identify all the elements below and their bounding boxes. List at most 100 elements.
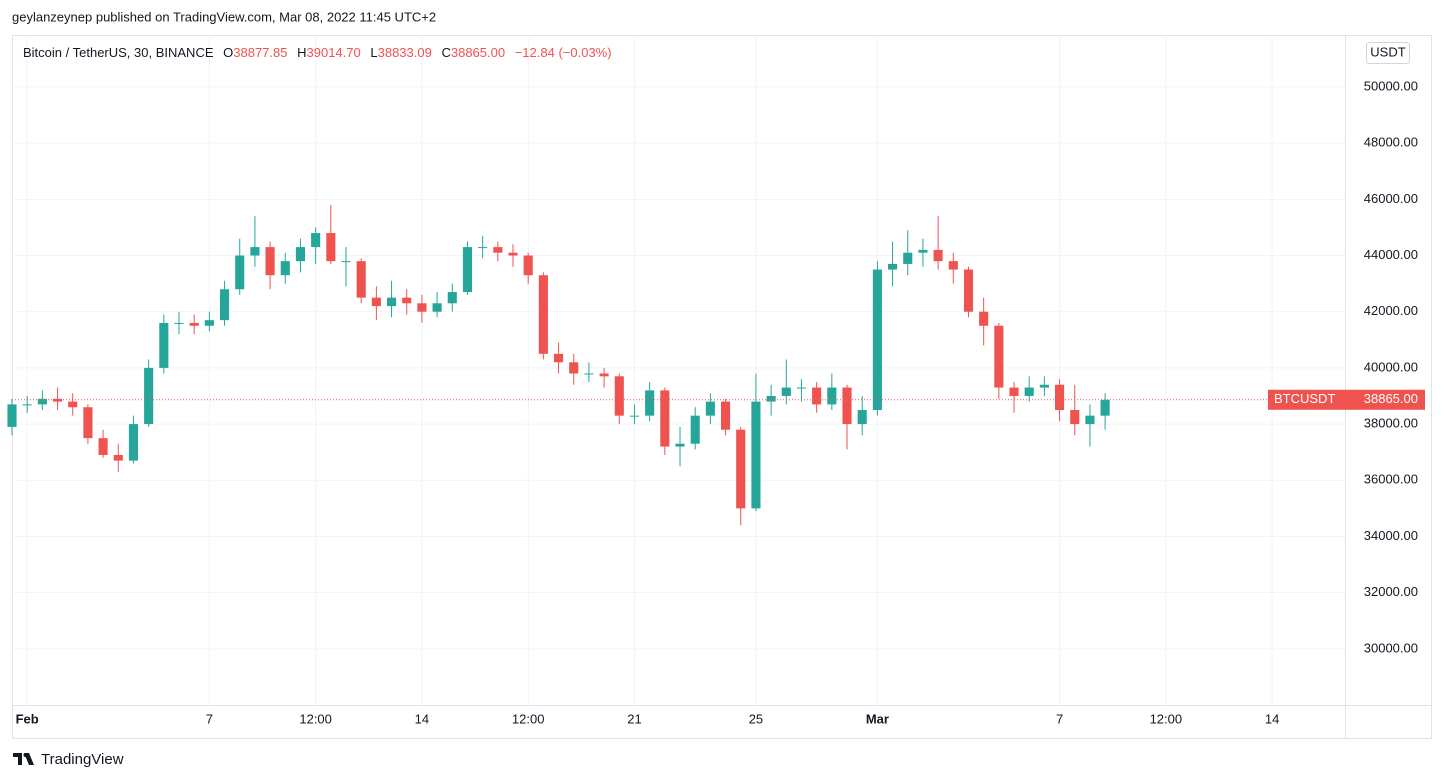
- candle-body: [1070, 410, 1080, 425]
- candle-body: [493, 247, 503, 253]
- candle-body: [37, 398, 47, 405]
- legend-c-label: C: [441, 45, 450, 60]
- candle-body: [645, 390, 655, 416]
- last-price-tag: [1268, 389, 1425, 410]
- legend-o-label: O: [223, 45, 233, 60]
- candle-body: [250, 247, 260, 256]
- y-tick-label: 42000.00: [1364, 303, 1418, 318]
- candle-body: [523, 255, 533, 276]
- candle-body: [629, 415, 640, 417]
- legend-close: 38865.00: [451, 45, 505, 60]
- candle-body: [98, 438, 108, 455]
- candle-body: [326, 233, 336, 262]
- last-price-label: 38865.00: [1364, 391, 1418, 406]
- candle-body: [554, 353, 564, 363]
- candle-body: [751, 401, 761, 509]
- candle-body: [781, 387, 791, 396]
- legend-h-label: H: [297, 45, 306, 60]
- candle-body: [7, 404, 17, 427]
- legend: Bitcoin / TetherUS, 30, BINANCE O38877.8…: [23, 45, 612, 60]
- candle-body: [872, 269, 882, 411]
- candle-body: [447, 292, 457, 304]
- currency-label[interactable]: USDT: [1370, 44, 1405, 59]
- candle-body: [341, 261, 351, 263]
- symbol-title: Bitcoin / TetherUS, 30, BINANCE: [23, 45, 214, 60]
- candle-body: [963, 269, 974, 312]
- candle-body: [857, 410, 867, 425]
- candle-body: [159, 322, 169, 368]
- y-tick-label: 34000.00: [1364, 528, 1418, 543]
- candle-body: [1055, 384, 1065, 411]
- candle-body: [675, 443, 685, 447]
- candle-body: [948, 261, 958, 270]
- x-tick-label: 14: [1265, 711, 1279, 726]
- candle-body: [356, 261, 366, 298]
- candle-body: [402, 297, 412, 304]
- candle-body: [538, 275, 548, 354]
- candle-body: [721, 401, 731, 430]
- y-tick-label: 48000.00: [1364, 135, 1418, 150]
- candle-body: [371, 297, 381, 307]
- candle-body: [1024, 387, 1034, 396]
- candle-body: [144, 367, 154, 425]
- candle-body: [827, 387, 837, 405]
- candle-body: [204, 320, 214, 326]
- candle-body: [22, 404, 32, 406]
- candle-body: [736, 429, 746, 509]
- candle-body: [1009, 387, 1019, 396]
- x-tick-label: 14: [415, 711, 429, 726]
- publisher-line: geylanzeynep published on TradingView.co…: [12, 9, 436, 24]
- currency-button[interactable]: [1366, 42, 1410, 64]
- x-tick-label: 12:00: [512, 711, 545, 726]
- candle-body: [174, 322, 184, 324]
- candle-body: [796, 387, 807, 389]
- candle-body: [83, 407, 93, 439]
- candle-body: [1100, 399, 1110, 416]
- y-tick-label: 30000.00: [1364, 640, 1418, 655]
- x-tick-label: 12:00: [299, 711, 332, 726]
- x-tick-label: 7: [206, 711, 213, 726]
- brand-name: TradingView: [41, 751, 124, 768]
- y-tick-label: 32000.00: [1364, 584, 1418, 599]
- candle-body: [660, 390, 670, 447]
- candle-body: [280, 261, 290, 276]
- candle-body: [1039, 384, 1049, 388]
- candle-body: [599, 373, 609, 377]
- candle-body: [569, 362, 579, 374]
- candle-body: [705, 401, 715, 416]
- candle-body: [417, 303, 427, 312]
- y-tick-label: 50000.00: [1364, 78, 1418, 93]
- candle-body: [994, 325, 1004, 388]
- legend-low: 38833.09: [378, 45, 432, 60]
- overlay: BTCUSDT 38865.00: [12, 389, 1425, 410]
- legend-high: 39014.70: [307, 45, 361, 60]
- candle-body: [888, 263, 898, 270]
- y-tick-label: 36000.00: [1364, 472, 1418, 487]
- legend-open: 38877.85: [233, 45, 287, 60]
- candle-body: [432, 303, 442, 312]
- candle-body: [387, 297, 397, 307]
- legend-l-label: L: [370, 45, 377, 60]
- candle-body: [295, 247, 306, 262]
- candle-body: [690, 415, 700, 444]
- x-tick-label: Feb: [16, 711, 39, 726]
- candle-body: [219, 289, 230, 321]
- candle-body: [918, 249, 928, 253]
- candle-body: [979, 311, 989, 326]
- candle-body: [903, 252, 913, 264]
- y-tick-label: 44000.00: [1364, 247, 1418, 262]
- y-tick-label: 40000.00: [1364, 359, 1418, 374]
- candle-body: [462, 247, 473, 293]
- candle-body: [68, 401, 78, 408]
- x-tick-label: 21: [627, 711, 641, 726]
- y-tick-label: 38000.00: [1364, 416, 1418, 431]
- candle-body: [614, 376, 624, 416]
- candle-body: [1085, 415, 1095, 425]
- legend-change: −12.84 (−0.03%): [515, 45, 612, 60]
- chart-frame: [12, 35, 1432, 739]
- symbol-tag: BTCUSDT: [1274, 391, 1335, 406]
- x-tick-label: 7: [1056, 711, 1063, 726]
- candles: [7, 204, 1110, 526]
- brand-logo: [13, 753, 34, 765]
